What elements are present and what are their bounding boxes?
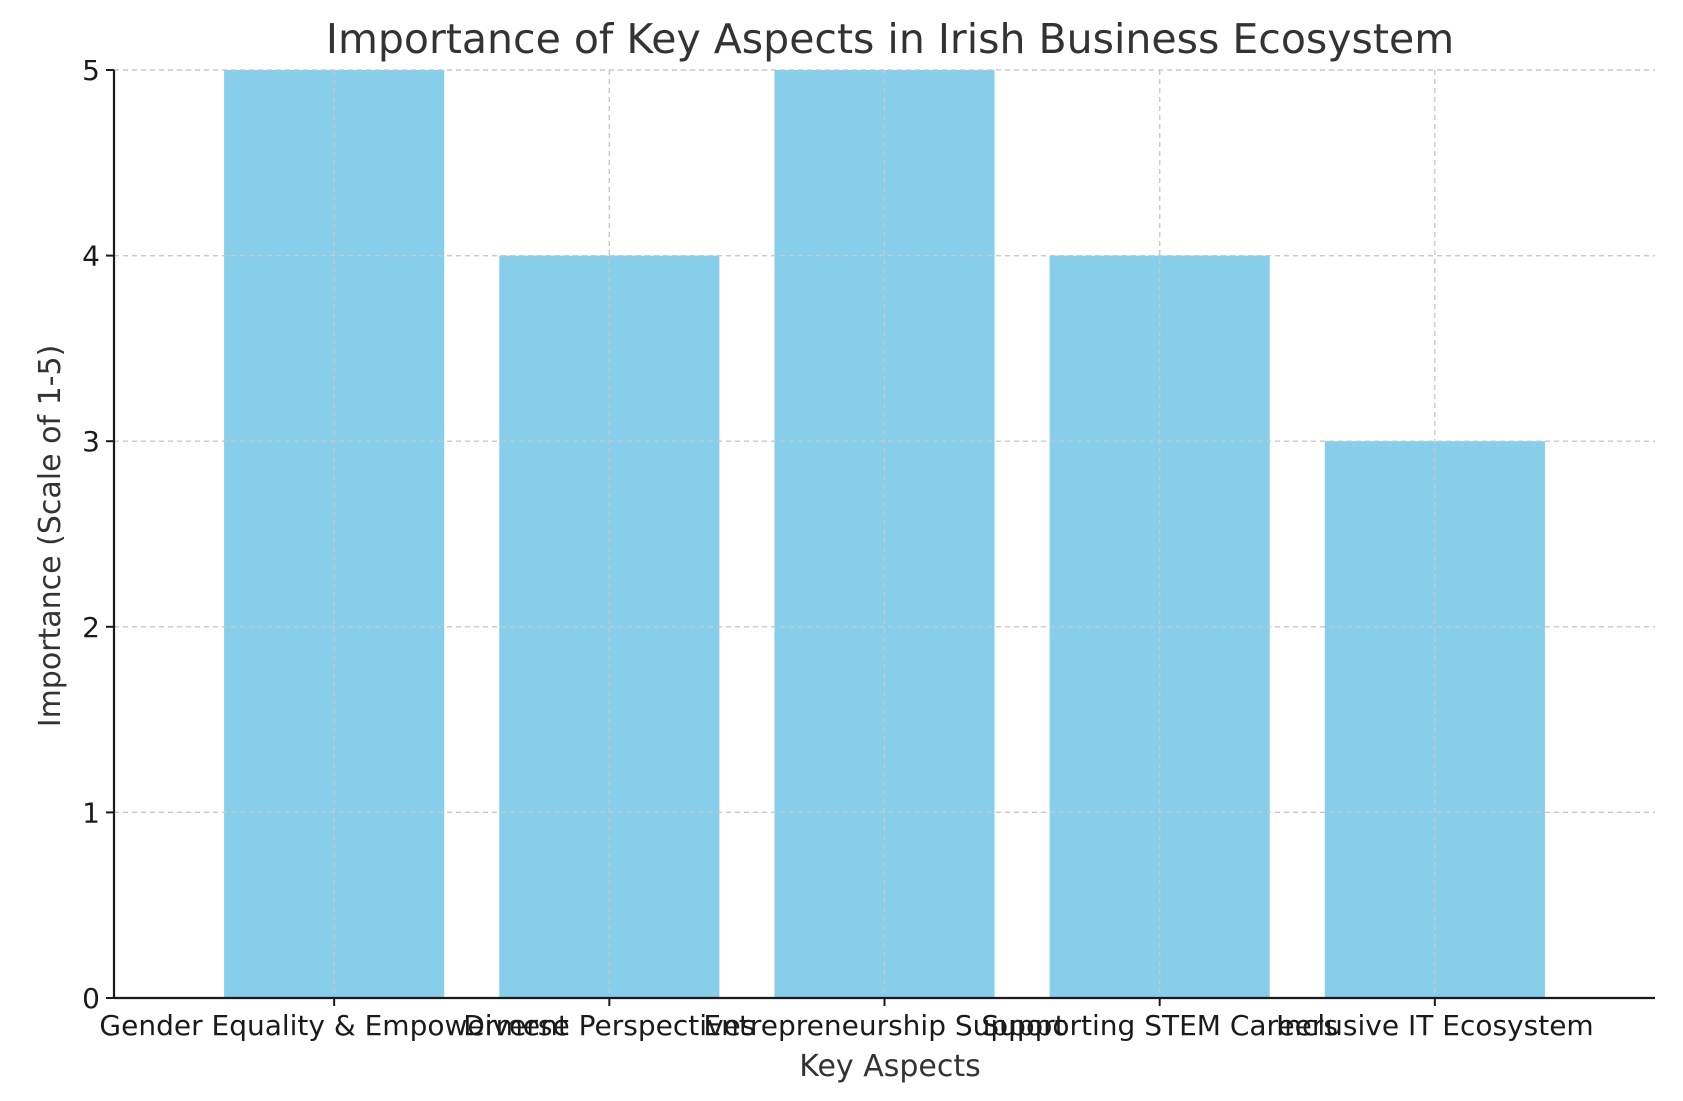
y-ticks: 0 1 2 3 4 5 bbox=[82, 54, 114, 1015]
bars bbox=[114, 69, 1655, 999]
x-tick-label-3: Supporting STEM Careers bbox=[981, 1009, 1338, 1042]
y-tick-label-0: 0 bbox=[82, 982, 100, 1015]
x-tick-label-0: Gender Equality & Empowerment bbox=[99, 1009, 568, 1042]
y-axis-label: Importance (Scale of 1-5) bbox=[33, 345, 68, 728]
x-tick-label-1: Diverse Perspectives bbox=[463, 1009, 755, 1042]
x-axis-label: Key Aspects bbox=[799, 1049, 980, 1084]
x-tick-label-4: Inclusive IT Ecosystem bbox=[1276, 1009, 1594, 1042]
y-tick-label-3: 3 bbox=[82, 425, 100, 458]
y-tick-label-1: 1 bbox=[82, 796, 100, 829]
y-tick-label-4: 4 bbox=[82, 240, 100, 273]
chart-title: Importance of Key Aspects in Irish Busin… bbox=[326, 15, 1454, 63]
x-tick-label-2: Entrepreneurship Support bbox=[703, 1009, 1065, 1042]
y-tick-label-2: 2 bbox=[82, 611, 100, 644]
y-tick-label-5: 5 bbox=[82, 54, 100, 87]
